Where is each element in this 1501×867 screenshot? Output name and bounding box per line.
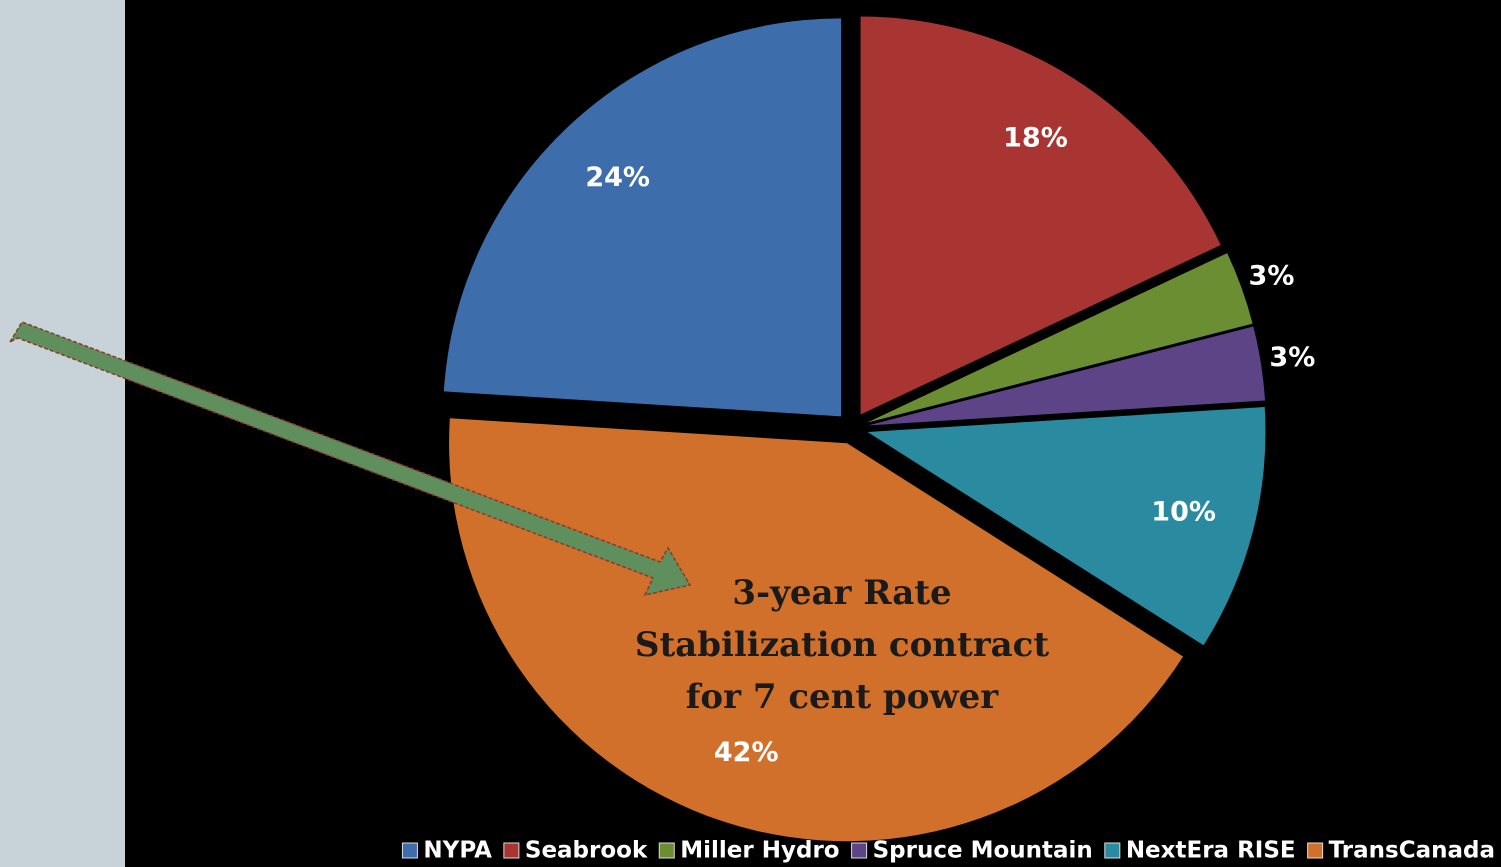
legend-swatch (401, 842, 418, 859)
pie-slice (443, 18, 842, 417)
pie-slice (860, 16, 1221, 415)
legend-label: Spruce Mountain (873, 838, 1093, 864)
pie-slice (867, 326, 1266, 426)
legend-swatch (1307, 842, 1324, 859)
side-strip (0, 0, 125, 867)
data-label: 18% (1003, 122, 1068, 153)
legend-label: Seabrook (525, 838, 648, 864)
legend-label: NYPA (423, 838, 492, 864)
data-label: 3% (1269, 342, 1315, 373)
pie-slice (449, 418, 1184, 842)
arrow (8, 321, 692, 597)
data-label: 24% (585, 162, 650, 193)
legend-label: NextEra RISE (1126, 838, 1296, 864)
legend-label: Miller Hydro (680, 838, 839, 864)
annotation: 3-year Rate Stabilization contract for 7 c… (635, 573, 1049, 717)
legend-swatch (1104, 842, 1121, 859)
pie (443, 16, 1266, 842)
pie-slice (867, 253, 1253, 423)
data-labels: 24% 18% 3% 3% 10% 42% (585, 122, 1315, 768)
data-label: 42% (714, 737, 779, 768)
data-label: 3% (1249, 260, 1295, 291)
legend-label: TransCanada (1329, 838, 1495, 864)
data-label: 10% (1151, 497, 1216, 528)
legend-swatch (851, 842, 868, 859)
legend-swatch (503, 842, 520, 859)
legend: NYPA Seabrook Miller Hydro Spruce Mountain N… (401, 838, 1495, 864)
legend-swatch (658, 842, 675, 859)
pie-slice (867, 406, 1266, 646)
